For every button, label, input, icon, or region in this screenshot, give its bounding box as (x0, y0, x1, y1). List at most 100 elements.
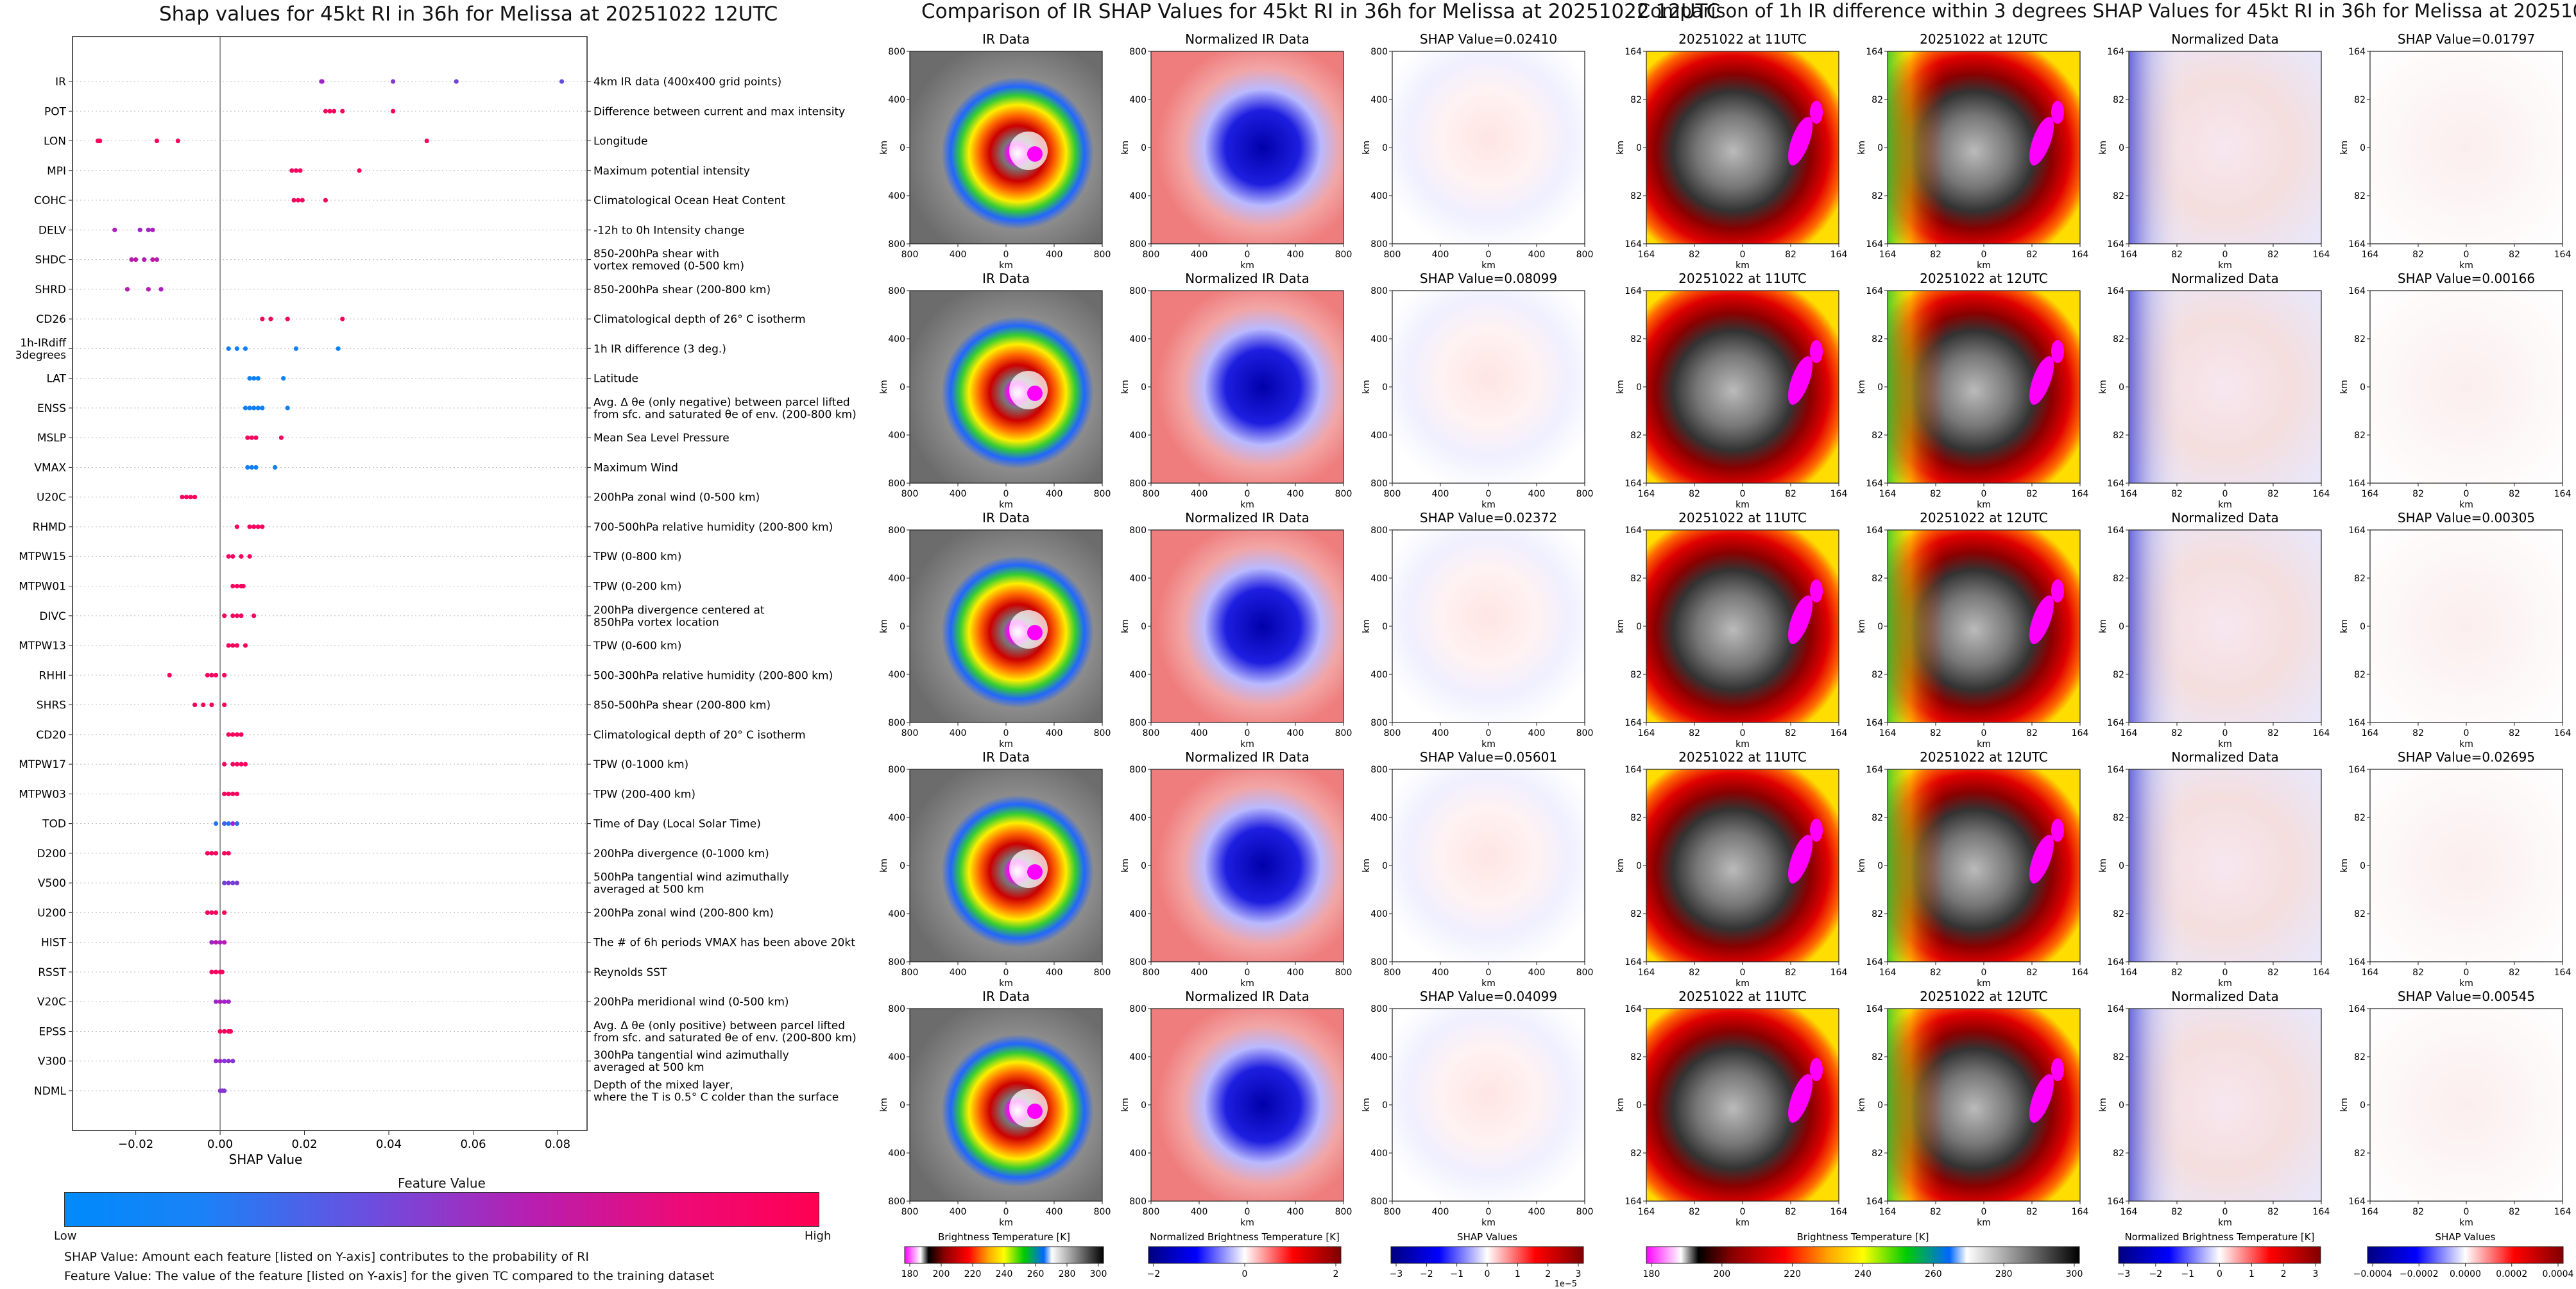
panel-title: IR Data (982, 271, 1030, 286)
panel-fill (910, 51, 1102, 244)
shap-point (205, 851, 210, 856)
ir-colorbar (904, 1246, 1104, 1264)
x-tick-label: 800 (1384, 968, 1401, 978)
ir-11utc-panel (1646, 290, 1839, 484)
cold-cloud-top (1788, 356, 1813, 405)
feature-description: 500hPa tangential wind azimuthally (593, 871, 789, 884)
diff-colorbar-label: Brightness Temperature [K] (1797, 1231, 1929, 1243)
x-tick-label: 0 (1981, 968, 1987, 978)
y-tick-label: 82 (2113, 1052, 2124, 1063)
y-axis-label: km (1361, 1098, 1372, 1112)
x-tick-label: 800 (1384, 728, 1401, 738)
shap-point (209, 851, 214, 856)
shap-ir-panel (1392, 769, 1585, 962)
shap-value-title: SHAP Value=0.02695 (2398, 749, 2535, 765)
x-tick-label: 82 (2412, 968, 2424, 978)
x-tick-label: 164 (1879, 968, 1897, 978)
x-tick-label: 800 (1143, 728, 1160, 738)
y-tick-label: 82 (1630, 95, 1642, 105)
y-axis-label: km (2098, 619, 2108, 633)
shap-point (336, 346, 341, 351)
y-tick-label: 164 (2348, 47, 2366, 57)
y-tick-label: 400 (1370, 191, 1388, 201)
feature-description: Mean Sea Level Pressure (593, 432, 729, 445)
x-tick-label: 82 (2026, 968, 2038, 978)
normalized-diff-panel (2128, 290, 2322, 484)
x-axis-label: km (1481, 500, 1496, 510)
x-tick-label: 0.02 (292, 1138, 318, 1151)
y-tick-label: 400 (1370, 334, 1388, 345)
panel-fill (1392, 291, 1585, 483)
shap-point (98, 138, 103, 144)
y-tick-label: 164 (2107, 479, 2124, 489)
shap-point (150, 227, 155, 232)
shap-point (218, 1029, 223, 1034)
panel-fill (2370, 51, 2563, 244)
ir-12utc-panel (1887, 529, 2081, 723)
y-tick-label: 82 (2354, 574, 2366, 584)
feature-description: vortex removed (0-500 km) (593, 260, 744, 273)
shap-point (234, 791, 239, 796)
cold-cloud-top (1788, 595, 1813, 644)
y-tick-label: 164 (2348, 765, 2366, 775)
y-tick-label: 82 (2113, 431, 2124, 441)
colorbar-tick-label: 0 (1242, 1269, 1248, 1279)
y-tick-label: 400 (1370, 1052, 1388, 1063)
normalized-ir-panel (1150, 529, 1344, 723)
feature-description: 200hPa meridional wind (0-500 km) (593, 996, 789, 1009)
y-axis-label: km (1361, 858, 1372, 873)
y-tick-label: 164 (2107, 1197, 2124, 1207)
shap-point (253, 465, 259, 470)
cold-cloud-top (2051, 579, 2064, 602)
x-tick-label: 0 (1003, 250, 1009, 260)
x-tick-label: 82 (2171, 968, 2183, 978)
feature-description: Climatological depth of 20° C isotherm (593, 729, 806, 742)
y-tick-label: 164 (2107, 718, 2124, 728)
y-tick-label: 0 (2360, 1100, 2366, 1111)
shap-ir-panel (1392, 290, 1585, 484)
colorbar-tick-label: −0.0002 (2400, 1269, 2439, 1279)
x-tick-label: 800 (1335, 489, 1352, 499)
cold-cloud-top (1788, 117, 1813, 166)
feature-description: TPW (0-600 km) (593, 640, 681, 653)
shap-point (180, 495, 185, 500)
y-tick-label: 400 (1129, 670, 1147, 680)
x-tick-label: 400 (1046, 489, 1063, 499)
feature-description: 200hPa zonal wind (200-800 km) (593, 907, 774, 919)
panel-title: Normalized Data (2171, 749, 2279, 765)
feature-description: Difference between current and max inten… (593, 105, 845, 118)
y-tick-label: 400 (888, 431, 905, 441)
colorbar-tick-label: −2 (2149, 1269, 2163, 1279)
x-tick-label: 0.00 (207, 1138, 233, 1151)
legend-low-label: Low (54, 1229, 77, 1243)
y-tick-label: 164 (2348, 525, 2366, 536)
cold-cloud-top (1810, 340, 1823, 363)
panel-edge (1888, 291, 2080, 483)
x-tick-label: 400 (1528, 728, 1546, 738)
x-axis-label: km (1736, 500, 1750, 510)
shap-point (218, 1059, 223, 1064)
y-tick-label: 800 (888, 479, 905, 489)
feature-label: MTPW01 (19, 581, 66, 593)
shap-point (293, 168, 299, 173)
y-tick-label: 400 (888, 1052, 905, 1063)
y-tick-label: 82 (2113, 1148, 2124, 1159)
y-tick-label: 164 (2107, 765, 2124, 775)
shap-ir-colorbar (1390, 1246, 1584, 1264)
y-axis-label: km (1361, 380, 1372, 394)
x-tick-label: 82 (1785, 968, 1796, 978)
feature-description: Latitude (593, 373, 638, 386)
y-tick-label: 164 (1866, 1197, 1883, 1207)
x-tick-label: −0.02 (118, 1138, 153, 1151)
y-tick-label: 0 (900, 622, 905, 632)
shap-point (205, 910, 210, 916)
x-tick-label: 164 (2313, 1207, 2330, 1217)
shap-point (285, 405, 290, 411)
y-tick-label: 82 (2354, 670, 2366, 680)
cold-cloud-top (1810, 101, 1823, 124)
colorbar-tick-label: 300 (2066, 1269, 2083, 1279)
y-tick-label: 164 (1866, 525, 1883, 536)
colorbar-tick-label: −1 (2181, 1269, 2194, 1279)
y-tick-label: 400 (888, 813, 905, 823)
